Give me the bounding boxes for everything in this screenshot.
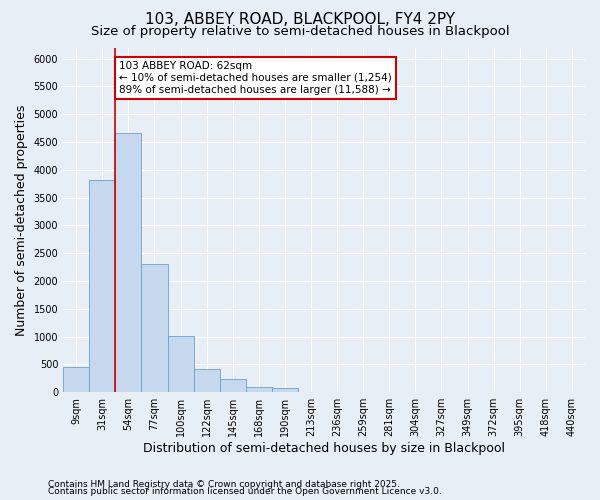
- Text: Contains HM Land Registry data © Crown copyright and database right 2025.: Contains HM Land Registry data © Crown c…: [48, 480, 400, 489]
- Bar: [167, 336, 194, 392]
- Bar: [115, 132, 142, 392]
- Text: 103 ABBEY ROAD: 62sqm
← 10% of semi-detached houses are smaller (1,254)
89% of s: 103 ABBEY ROAD: 62sqm ← 10% of semi-deta…: [119, 62, 392, 94]
- Bar: [272, 388, 298, 392]
- X-axis label: Distribution of semi-detached houses by size in Blackpool: Distribution of semi-detached houses by …: [143, 442, 505, 455]
- Text: Size of property relative to semi-detached houses in Blackpool: Size of property relative to semi-detach…: [91, 25, 509, 38]
- Bar: [220, 380, 246, 392]
- Bar: [142, 264, 167, 392]
- Bar: [89, 180, 115, 392]
- Bar: [246, 387, 272, 392]
- Bar: [194, 369, 220, 392]
- Text: 103, ABBEY ROAD, BLACKPOOL, FY4 2PY: 103, ABBEY ROAD, BLACKPOOL, FY4 2PY: [145, 12, 455, 28]
- Bar: [63, 367, 89, 392]
- Y-axis label: Number of semi-detached properties: Number of semi-detached properties: [15, 104, 28, 336]
- Text: Contains public sector information licensed under the Open Government Licence v3: Contains public sector information licen…: [48, 487, 442, 496]
